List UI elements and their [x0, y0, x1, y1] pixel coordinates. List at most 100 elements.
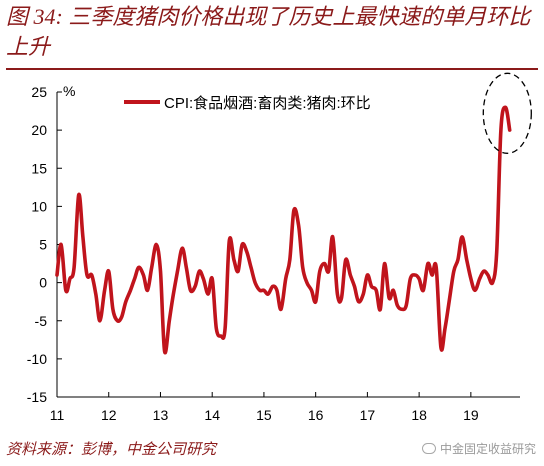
data-point: [499, 129, 502, 132]
data-point: [155, 243, 158, 246]
data-point: [124, 300, 127, 303]
data-point: [297, 224, 300, 227]
data-point: [418, 277, 421, 280]
data-point: [64, 289, 67, 292]
data-point: [120, 315, 123, 318]
data-point: [258, 289, 261, 292]
data-point: [443, 327, 446, 330]
x-tick-label: 19: [463, 407, 479, 423]
data-point: [366, 273, 369, 276]
data-point: [60, 243, 63, 246]
data-point: [107, 270, 110, 273]
data-point: [194, 285, 197, 288]
data-point: [211, 277, 214, 280]
data-point: [435, 266, 438, 269]
data-point: [349, 273, 352, 276]
data-point: [422, 289, 425, 292]
x-tick-label: 12: [101, 407, 117, 423]
data-point: [508, 129, 511, 132]
x-axis: 11 12 13 14 15 16 17 18 19: [50, 392, 520, 423]
data-point: [275, 289, 278, 292]
data-point: [448, 300, 451, 303]
data-point: [146, 289, 149, 292]
data-point: [228, 239, 231, 242]
data-point: [241, 243, 244, 246]
data-point: [185, 266, 188, 269]
data-point: [478, 277, 481, 280]
data-point: [452, 270, 455, 273]
x-tick-label: 11: [50, 407, 65, 423]
data-point: [111, 308, 114, 311]
data-point: [301, 266, 304, 269]
data-point: [245, 251, 248, 254]
x-tick-label: 14: [204, 407, 220, 423]
data-point: [249, 266, 252, 269]
y-tick-label: -10: [27, 351, 47, 367]
watermark: 中金固定收益研究: [421, 440, 536, 457]
data-point: [486, 273, 489, 276]
data-point: [137, 266, 140, 269]
data-point: [469, 277, 472, 280]
wechat-icon: [421, 443, 436, 454]
x-ticks: 11 12 13 14 15 16 17 18 19: [50, 392, 479, 423]
chart-title: 图 34: 三季度猪肉价格出现了历史上最快速的单月环比上升: [6, 4, 531, 59]
data-point: [405, 304, 408, 307]
data-point: [314, 300, 317, 303]
data-point: [482, 270, 485, 273]
data-point: [90, 273, 93, 276]
data-point: [94, 293, 97, 296]
legend: CPI:食品烟酒:畜肉类:猪肉:环比: [124, 95, 371, 112]
data-point: [292, 209, 295, 212]
data-point: [279, 308, 282, 311]
data-point: [142, 273, 145, 276]
data-point: [288, 258, 291, 261]
data-point: [357, 300, 360, 303]
data-point: [344, 258, 347, 261]
data-point: [491, 281, 494, 284]
data-point: [331, 235, 334, 238]
data-point: [267, 293, 270, 296]
data-point: [98, 319, 101, 322]
data-point: [409, 277, 412, 280]
data-point: [426, 262, 429, 265]
data-point: [401, 308, 404, 311]
x-tick-label: 18: [411, 407, 427, 423]
x-tick-label: 13: [153, 407, 169, 423]
data-point: [340, 296, 343, 299]
data-point: [413, 273, 416, 276]
data-point: [176, 270, 179, 273]
data-point: [202, 277, 205, 280]
data-point: [254, 281, 257, 284]
data-point: [207, 293, 210, 296]
data-point: [495, 251, 498, 254]
data-point: [215, 327, 218, 330]
data-point: [150, 266, 153, 269]
data-point: [181, 247, 184, 250]
y-tick-label: 5: [39, 237, 47, 253]
watermark-label: 中金固定收益研究: [439, 442, 536, 456]
title-divider: [6, 68, 538, 70]
data-point: [465, 258, 468, 261]
data-point: [85, 273, 88, 276]
data-point: [168, 319, 171, 322]
data-point: [198, 270, 201, 273]
data-point: [55, 273, 58, 276]
y-tick-label: 20: [31, 122, 47, 138]
data-point: [318, 270, 321, 273]
source-note: 资料来源：彭博，中金公司研究: [6, 442, 217, 458]
data-point: [388, 296, 391, 299]
data-point: [189, 289, 192, 292]
data-point: [219, 334, 222, 337]
y-tick-label: -15: [27, 389, 47, 405]
data-point: [362, 293, 365, 296]
data-point: [305, 281, 308, 284]
data-point: [116, 319, 119, 322]
data-point: [271, 285, 274, 288]
data-point: [103, 289, 106, 292]
data-point: [392, 289, 395, 292]
y-ticks: -15 -10 -5 0 5 10 15 20 25: [27, 84, 62, 405]
data-point: [383, 262, 386, 265]
data-point: [163, 350, 166, 353]
data-point: [68, 277, 71, 280]
data-point: [323, 262, 326, 265]
